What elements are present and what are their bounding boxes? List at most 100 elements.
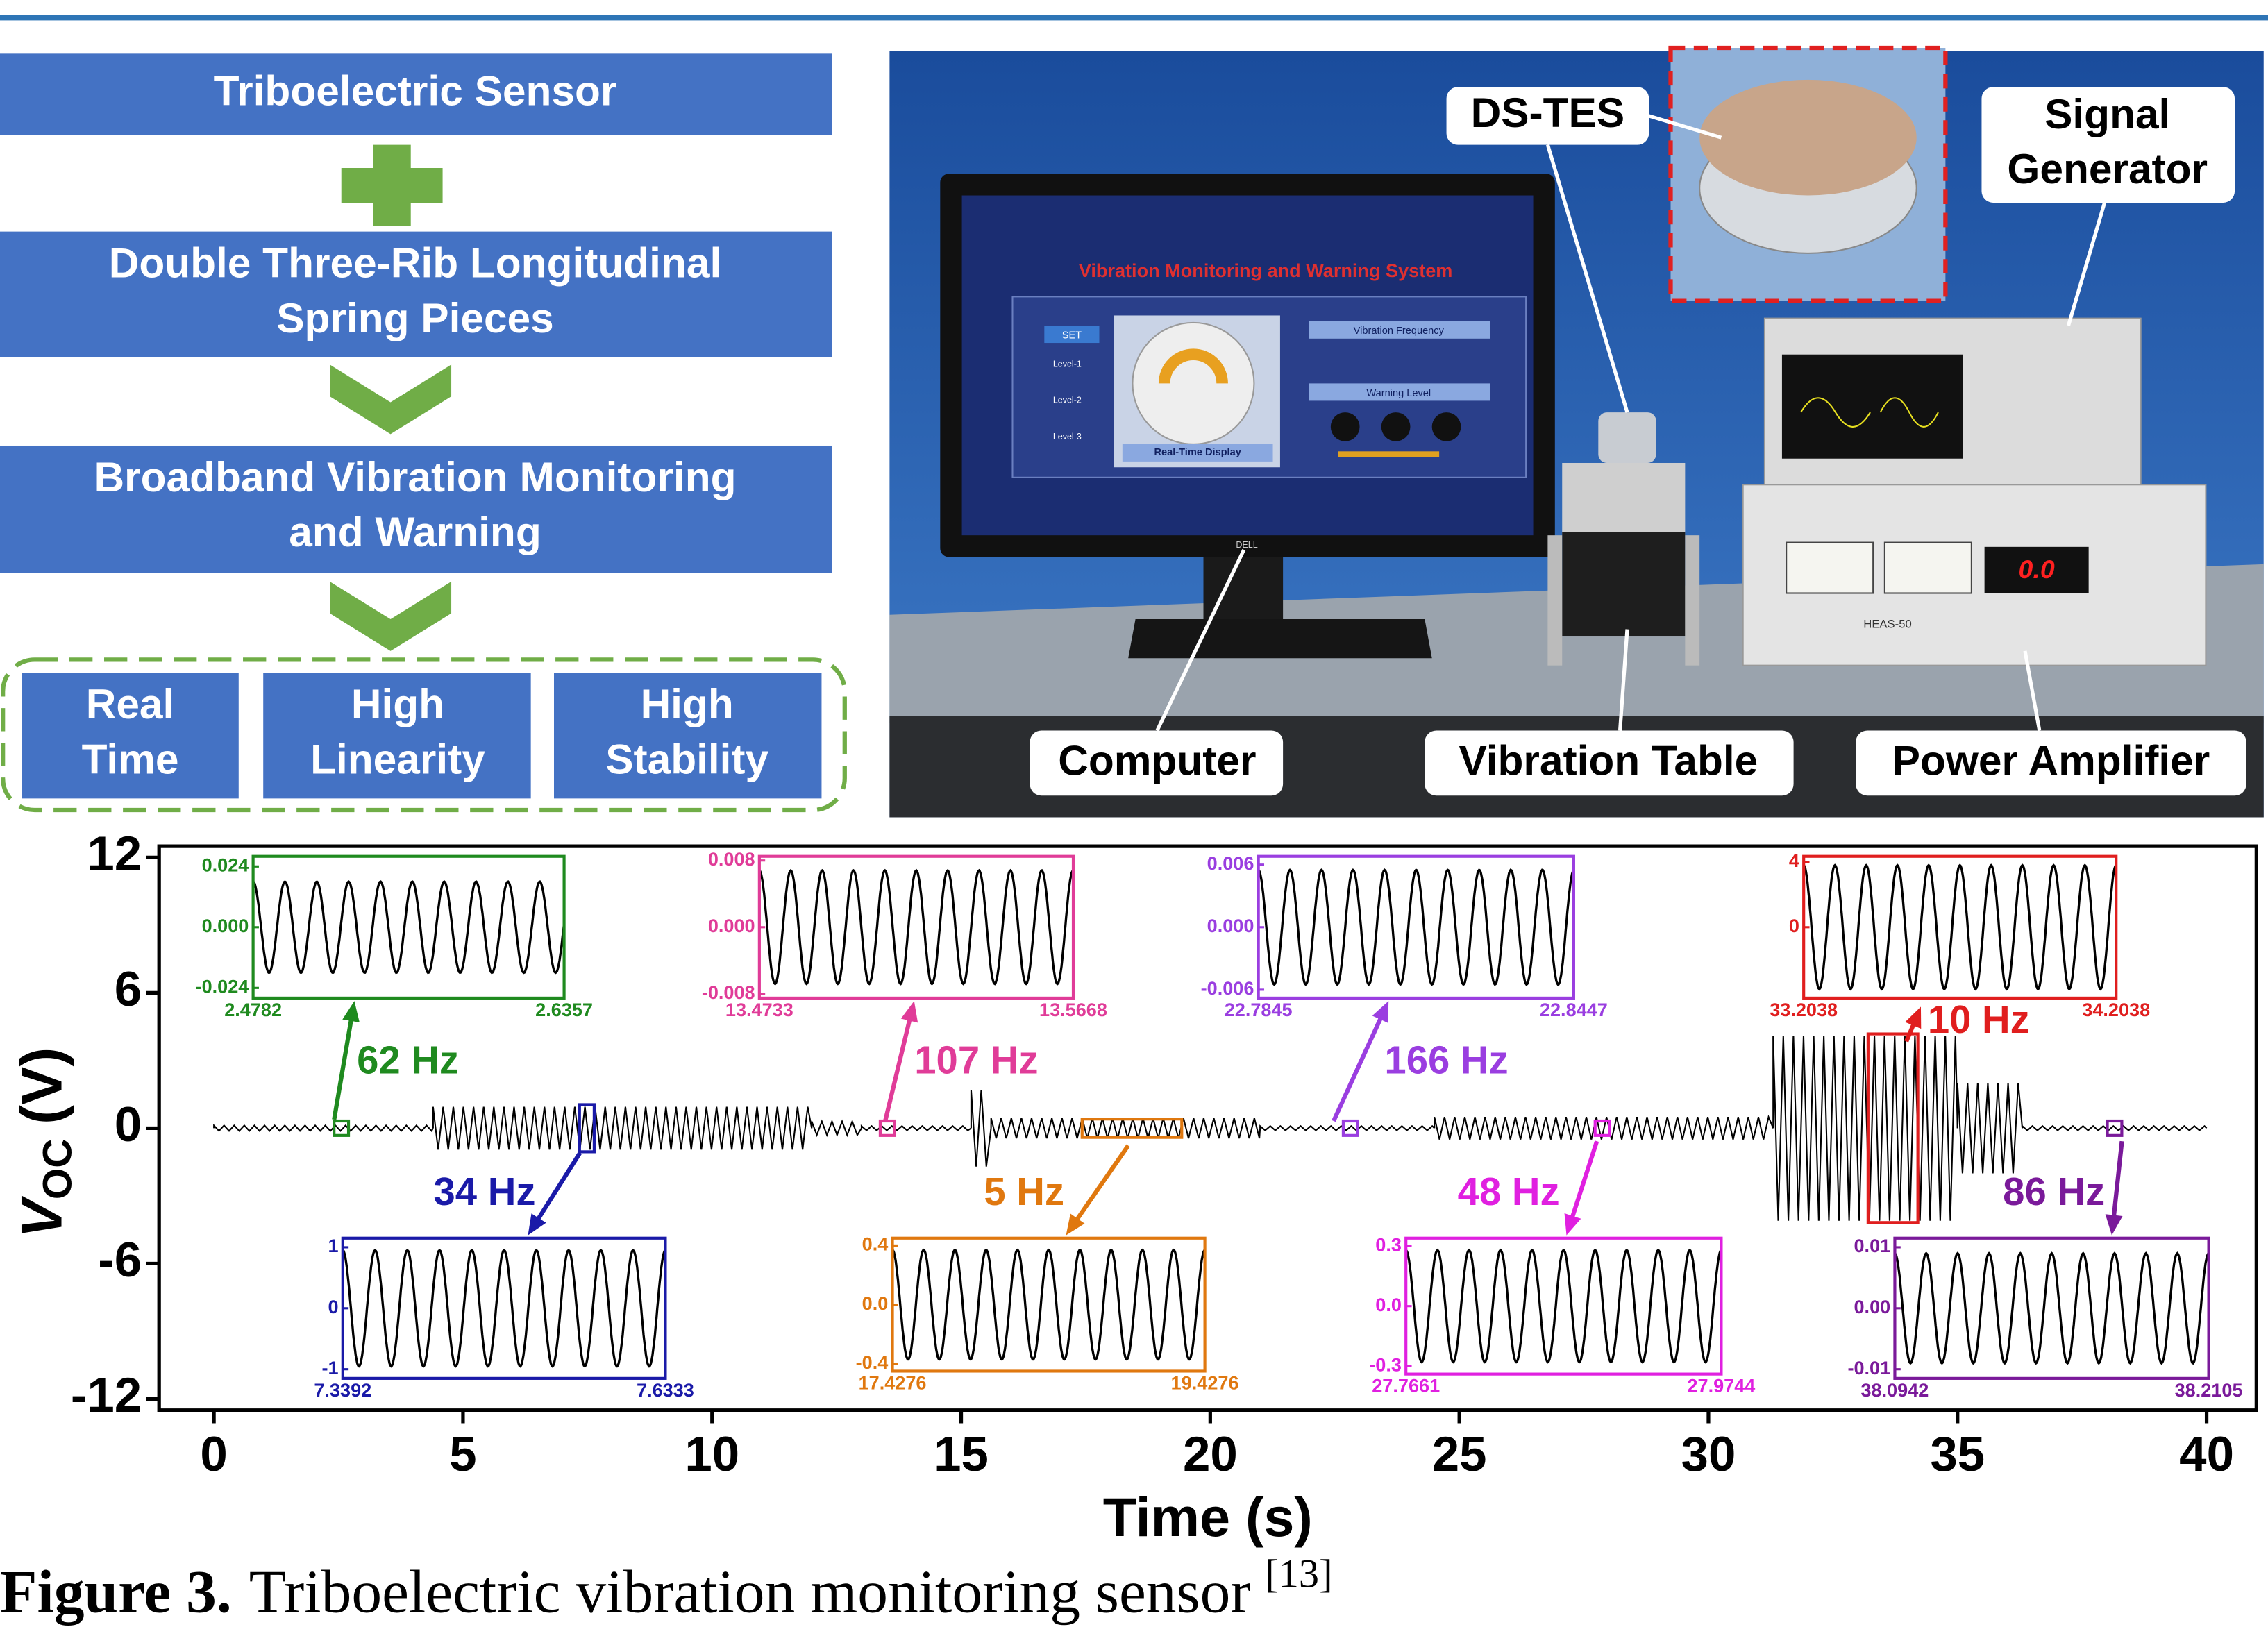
text-line: Generator xyxy=(2007,145,2208,192)
inset-background xyxy=(253,857,564,998)
inset-background xyxy=(343,1238,666,1378)
inset-y-tick-label: -0.3 xyxy=(1369,1354,1402,1375)
inset-x-label: 2.6357 xyxy=(535,999,593,1020)
text-line: Spring Pieces xyxy=(276,294,554,341)
screen-text: Real-Time Display xyxy=(1154,447,1242,458)
inset-x-label: 2.4782 xyxy=(224,999,282,1020)
photo-label: Computer xyxy=(1058,736,1256,784)
frequency-label: 34 Hz xyxy=(434,1170,536,1213)
inset-x-label: 34.2038 xyxy=(2082,999,2150,1020)
text-part: (V) xyxy=(10,1047,74,1124)
inset-y-tick-label: 0.0 xyxy=(862,1292,889,1314)
signal-segment xyxy=(2022,1126,2207,1130)
arrow-head xyxy=(901,1001,918,1022)
inset-x-label: 22.7845 xyxy=(1225,999,1293,1020)
text-line: Broadband Vibration Monitoring xyxy=(94,453,736,500)
screen-title: Vibration Monitoring and Warning System xyxy=(1079,260,1453,281)
photo: Vibration Monitoring and Warning System … xyxy=(889,48,2263,817)
signal-segment xyxy=(214,1125,433,1131)
caption: Figure 3.Triboelectric vibration monitor… xyxy=(0,1551,1333,1626)
inset-x-label: 38.0942 xyxy=(1860,1379,1929,1401)
inset-background xyxy=(1259,857,1574,998)
signal-segment xyxy=(433,1107,812,1150)
screen-text: Level-3 xyxy=(1053,432,1082,441)
inset-x-label: 7.6333 xyxy=(637,1379,694,1401)
arrow-head xyxy=(342,1001,360,1022)
inset-y-tick-label: -0.006 xyxy=(1201,977,1254,999)
page: Triboelectric Sensor Double Three-Rib Lo… xyxy=(0,0,2268,1636)
signal-segment xyxy=(1260,1126,1434,1130)
signal-segment xyxy=(971,1090,991,1166)
frequency-label: 10 Hz xyxy=(1928,997,2030,1041)
inset-x-label: 13.4733 xyxy=(725,999,793,1020)
amp-model: HEAS-50 xyxy=(1863,618,1911,631)
inset-background xyxy=(1804,857,2116,998)
meter xyxy=(1786,543,1873,593)
zoom-marker xyxy=(334,1121,348,1136)
text-part: V xyxy=(10,1195,74,1238)
photo-label: Vibration Table xyxy=(1459,736,1758,784)
flowchart: Triboelectric Sensor Double Three-Rib Lo… xyxy=(0,53,845,810)
inset-x-label: 17.4276 xyxy=(859,1372,927,1393)
caption-ref: [13] xyxy=(1265,1551,1332,1596)
y-axis-label: VOC (V) xyxy=(10,1047,81,1238)
figure: Triboelectric Sensor Double Three-Rib Lo… xyxy=(0,0,2268,1636)
text-line: Stability xyxy=(605,735,768,782)
caption-label: Figure 3. xyxy=(0,1558,232,1626)
x-tick-label: 25 xyxy=(1432,1427,1487,1482)
inset-y-tick-label: 0.01 xyxy=(1854,1235,1890,1256)
inset-y-tick-label: -0.024 xyxy=(196,975,249,997)
arrow-shaft xyxy=(1334,1014,1383,1121)
frequency-label: 48 Hz xyxy=(1458,1170,1560,1213)
inset-background xyxy=(759,857,1073,998)
inset-y-tick-label: -0.01 xyxy=(1847,1357,1890,1378)
shaker-bracket xyxy=(1547,535,1562,666)
y-tick-label: 0 xyxy=(115,1097,142,1152)
x-tick-label: 30 xyxy=(1681,1427,1736,1482)
inset-background xyxy=(1895,1238,2208,1378)
frequency-label: 62 Hz xyxy=(357,1038,459,1082)
inset-y-tick-label: -0.4 xyxy=(856,1351,889,1373)
shaker-top xyxy=(1562,463,1685,535)
frequency-label: 5 Hz xyxy=(984,1170,1064,1213)
inset-y-tick-label: 0.3 xyxy=(1375,1233,1402,1255)
warning-bar xyxy=(1338,451,1439,457)
arrow-shaft xyxy=(2113,1141,2122,1221)
text-line: High xyxy=(351,680,444,727)
text-line: Time xyxy=(82,735,179,782)
screen-text: Vibration Frequency xyxy=(1354,326,1445,337)
sensor xyxy=(1598,412,1656,463)
inset-x-label: 22.8447 xyxy=(1540,999,1608,1020)
x-tick-label: 40 xyxy=(2179,1427,2234,1482)
monitor-base xyxy=(1128,619,1432,658)
inset-y-tick-label: 0.00 xyxy=(1854,1296,1890,1317)
screen-text: SET xyxy=(1062,330,1082,341)
lamp xyxy=(1381,412,1411,441)
arrow-head xyxy=(1066,1214,1085,1236)
photo-label: Power Amplifier xyxy=(1892,736,2210,784)
inset-x-label: 33.2038 xyxy=(1770,999,1838,1020)
y-tick-label: -6 xyxy=(98,1233,142,1288)
arrow-shaft xyxy=(885,1015,911,1121)
inset-x-label: 27.7661 xyxy=(1372,1375,1440,1397)
text-line: Triboelectric Sensor xyxy=(214,67,617,115)
x-tick-label: 15 xyxy=(934,1427,989,1482)
y-tick-label: 12 xyxy=(87,827,142,882)
inset-y-tick-label: -1 xyxy=(321,1357,338,1378)
x-tick-label: 35 xyxy=(1930,1427,1985,1482)
x-tick-label: 10 xyxy=(684,1427,739,1482)
text-part: OC xyxy=(35,1139,81,1200)
inset-x-label: 27.9744 xyxy=(1687,1375,1755,1397)
text-line: and Warning xyxy=(289,508,541,555)
inset-y-tick-label: 0.0 xyxy=(1375,1294,1402,1315)
zoom-marker xyxy=(1343,1121,1358,1136)
meter xyxy=(1885,543,1972,593)
frequency-label: 86 Hz xyxy=(2003,1170,2105,1213)
text-line: Real xyxy=(86,680,175,727)
inset-background xyxy=(1406,1238,1721,1374)
lamp xyxy=(1331,412,1360,441)
zoom-marker xyxy=(2108,1121,2122,1136)
arrow-shaft xyxy=(334,1015,352,1120)
arrow-head xyxy=(2106,1214,2123,1235)
